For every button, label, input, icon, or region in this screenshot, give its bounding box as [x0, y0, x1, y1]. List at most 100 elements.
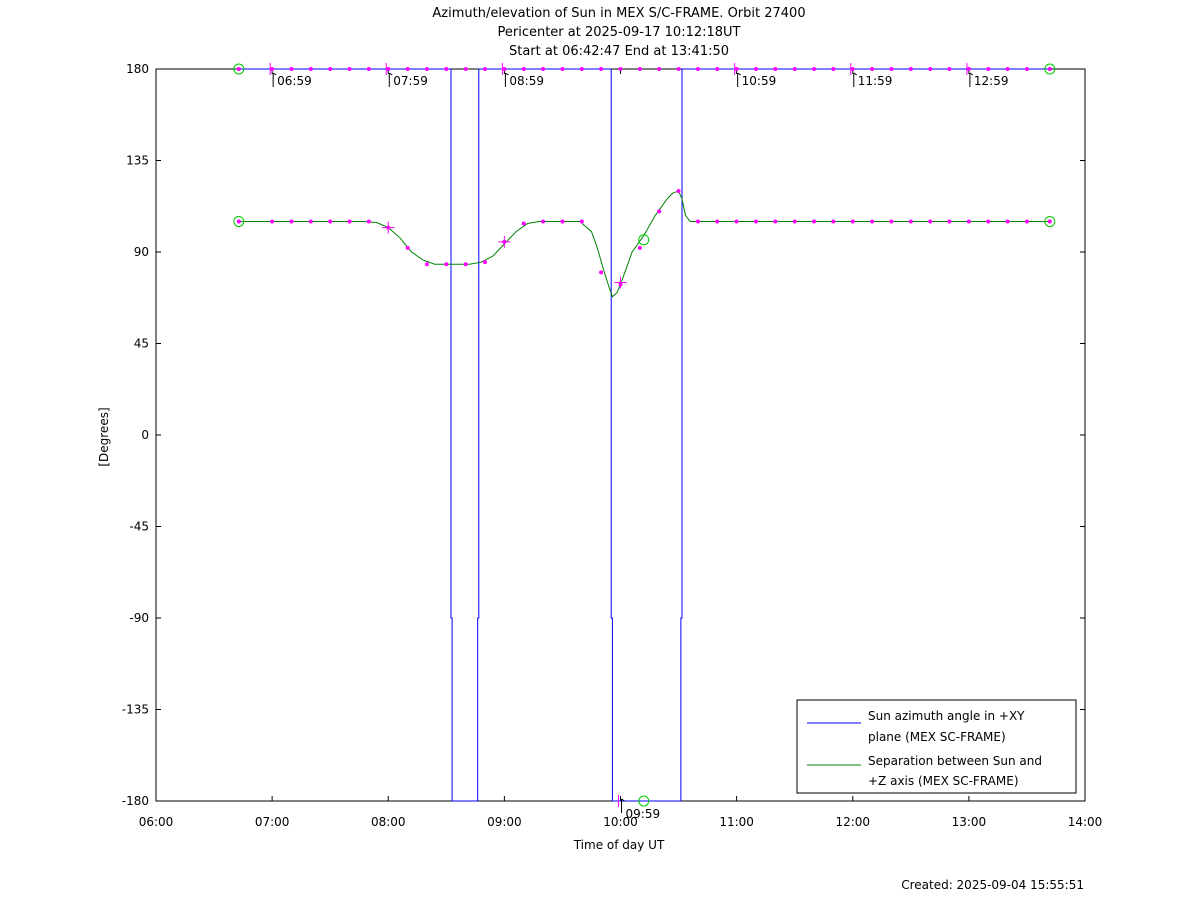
legend-box	[796, 699, 1077, 794]
data-point	[444, 67, 449, 71]
legend-label-separation-line-2: +Z axis (MEX SC-FRAME)	[868, 774, 1019, 788]
data-point	[734, 67, 739, 71]
title-line-2: Pericenter at 2025-09-17 10:12:18UT	[497, 25, 740, 40]
data-point	[386, 67, 391, 71]
hour-marker-label: 07:59	[393, 74, 428, 88]
data-point	[599, 67, 604, 71]
x-axis-label: Time of day UT	[573, 838, 665, 852]
data-point	[792, 67, 797, 71]
hour-marker-arrow	[505, 72, 509, 76]
data-point	[870, 67, 875, 71]
hour-marker-arrow	[969, 72, 974, 76]
data-point	[908, 67, 913, 71]
data-point	[618, 67, 623, 71]
data-point	[579, 67, 584, 71]
created-footer: Created: 2025-09-04 15:55:51	[901, 878, 1084, 892]
data-point	[889, 67, 894, 71]
legend-label-separation-line-1: Separation between Sun and	[868, 754, 1042, 768]
data-point	[366, 219, 371, 224]
data-point	[850, 219, 855, 224]
green-circle-marker	[1044, 63, 1056, 75]
data-point	[405, 245, 410, 250]
x-tick-label: 12:00	[835, 815, 870, 829]
hour-marker-label: 10:59	[742, 74, 777, 88]
data-point	[637, 245, 642, 250]
data-point	[908, 219, 913, 224]
green-circle-marker	[1044, 216, 1056, 227]
data-point	[405, 67, 410, 71]
green-circle-marker	[233, 216, 245, 227]
data-point	[947, 67, 952, 71]
data-point	[1005, 67, 1010, 71]
legend-label-azimuth-line-2: plane (MEX SC-FRAME)	[868, 730, 1006, 744]
data-point	[579, 219, 584, 224]
legend-label-azimuth-line-1: Sun azimuth angle in +XY	[868, 709, 1025, 723]
data-point	[889, 219, 894, 224]
data-point	[1024, 219, 1029, 224]
series-line-azimuth	[238, 68, 1050, 802]
data-point	[328, 219, 333, 224]
data-point	[695, 219, 700, 224]
data-point	[966, 67, 971, 71]
y-axis-label: [Degrees]	[97, 407, 111, 466]
data-point	[657, 209, 662, 214]
data-point	[734, 219, 739, 224]
data-point	[1047, 219, 1052, 224]
data-point	[657, 67, 662, 71]
marker-layer: 06:59 07:59 08:59 09:59 10:59 11:59 12:59	[233, 63, 1056, 821]
series-line-separation	[238, 190, 1050, 298]
x-tick-label: 11:00	[719, 815, 754, 829]
plot-frame	[155, 68, 1086, 802]
data-point	[947, 219, 952, 224]
data-point	[1024, 67, 1029, 71]
data-point	[236, 219, 241, 224]
y-tick-label: 135	[126, 154, 149, 168]
data-point	[482, 260, 487, 265]
green-circle-marker	[638, 795, 650, 807]
data-point	[560, 219, 565, 224]
data-point	[715, 67, 720, 71]
y-tick-label: -45	[129, 520, 149, 534]
x-tick-label: 08:00	[371, 815, 406, 829]
y-tick-label: -90	[129, 611, 149, 625]
data-point	[541, 67, 546, 71]
y-axis: 180 135 90 45 0 -45 -90 -135 -180	[122, 62, 1085, 808]
y-tick-label: -180	[122, 794, 149, 808]
x-tick-label: 10:00	[603, 815, 638, 829]
y-tick-label: 180	[126, 62, 149, 76]
data-point	[928, 67, 933, 71]
series-layer	[238, 68, 1050, 802]
hour-marker-arrow	[388, 72, 393, 76]
x-tick-label: 07:00	[255, 815, 290, 829]
data-point	[637, 67, 642, 71]
data-point	[754, 67, 759, 71]
x-tick-label: 14:00	[1068, 815, 1103, 829]
y-tick-label: 90	[134, 245, 149, 259]
hour-marker-arrow	[621, 798, 625, 802]
data-point	[599, 270, 604, 275]
data-point	[289, 67, 294, 71]
data-point	[986, 67, 991, 71]
data-point	[986, 219, 991, 224]
data-point	[541, 219, 546, 224]
hour-marker-label: 08:59	[509, 74, 544, 88]
data-point	[676, 67, 681, 71]
data-point	[792, 219, 797, 224]
data-point	[560, 67, 565, 71]
data-point	[521, 67, 526, 71]
data-point	[695, 67, 700, 71]
data-point	[502, 67, 507, 71]
data-point	[347, 219, 352, 224]
data-point	[424, 262, 429, 267]
hour-marker-label: 09:59	[626, 807, 661, 821]
data-point	[270, 67, 275, 71]
data-point	[308, 219, 313, 224]
data-point	[444, 262, 449, 267]
data-point	[463, 67, 468, 71]
hour-marker-arrow	[737, 72, 741, 76]
data-point	[870, 219, 875, 224]
data-point	[715, 219, 720, 224]
data-point	[831, 219, 836, 224]
data-point	[928, 219, 933, 224]
